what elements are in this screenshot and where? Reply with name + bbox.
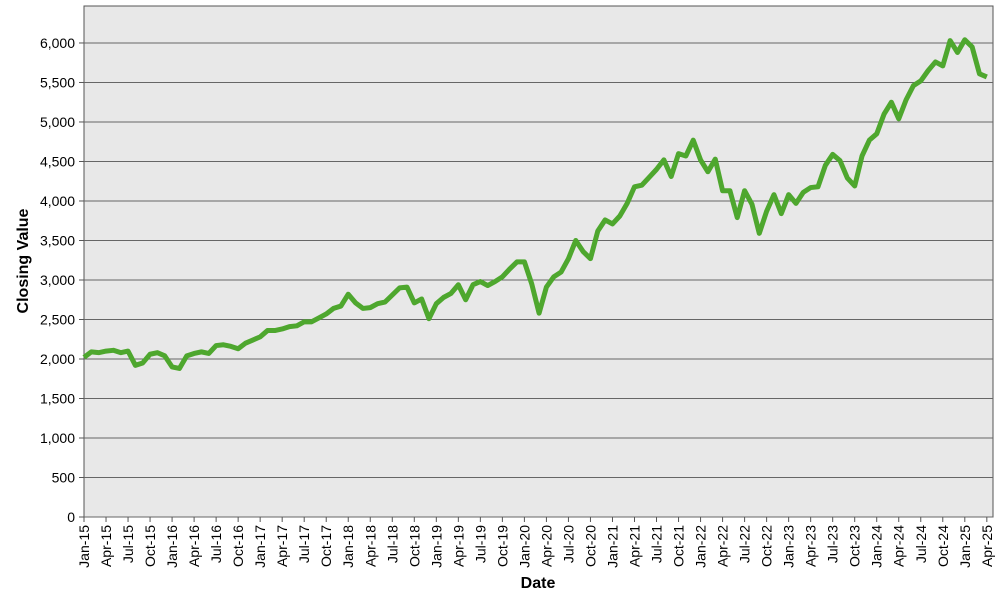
x-tick-label: Jul-19 [472,525,488,563]
line-series [82,37,988,371]
x-tick-label: Apr-24 [891,525,907,567]
y-axis-title: Closing Value [15,208,32,313]
y-tick-label: 500 [52,469,76,485]
y-tick-label: 2,000 [40,351,75,367]
y-tick-label: 3,500 [40,232,75,248]
x-tick-label: Jan-23 [781,525,797,568]
y-tick-label: 3,000 [40,272,75,288]
y-tick-label: 2,500 [40,311,75,327]
x-tick-label: Apr-23 [803,525,819,567]
x-tick-label: Jul-18 [384,525,400,563]
x-tick-label: Apr-17 [274,525,290,567]
x-tick-label: Jul-20 [560,525,576,563]
y-tick-label: 5,500 [40,74,75,90]
x-tick-label: Oct-21 [671,525,687,567]
y-tick-label: 5,000 [40,114,75,130]
x-tick-label: Jan-24 [869,525,885,568]
x-tick-label: Oct-22 [759,525,775,567]
x-tick-label: Jan-18 [340,525,356,568]
plot-area [83,5,994,518]
y-tick-label: 4,000 [40,193,75,209]
x-tick-label: Apr-16 [186,525,202,567]
x-tick-label: Jan-22 [693,525,709,568]
x-tick-label: Jul-17 [296,525,312,563]
x-tick-label: Oct-15 [142,525,158,567]
x-tick-label: Oct-17 [318,525,334,567]
x-tick-label: Oct-20 [582,525,598,567]
x-tick-label: Jan-16 [164,525,180,568]
x-tick-label: Oct-19 [494,525,510,567]
x-tick-label: Oct-16 [230,525,246,567]
x-tick-label: Jan-20 [516,525,532,568]
x-tick-label: Apr-18 [362,525,378,567]
y-tick-label: 4,500 [40,153,75,169]
x-tick-label: Jul-24 [913,525,929,563]
x-tick-label: Oct-18 [406,525,422,567]
x-tick-label: Jul-15 [120,525,136,563]
x-tick-label: Apr-25 [979,525,995,567]
y-tick-label: 1,500 [40,390,75,406]
x-tick-label: Oct-24 [935,525,951,567]
x-tick-label: Jan-21 [604,525,620,568]
x-tick-label: Apr-20 [538,525,554,567]
y-tick-label: 6,000 [40,35,75,51]
x-tick-label: Jan-15 [76,525,92,568]
y-tick-label: 1,000 [40,430,75,446]
x-tick-label: Oct-23 [847,525,863,567]
x-tick-label: Jan-25 [957,525,973,568]
x-tick-label: Apr-22 [715,525,731,567]
x-tick-label: Jul-21 [649,525,665,563]
x-tick-label: Apr-21 [627,525,643,567]
x-tick-label: Apr-19 [450,525,466,567]
x-tick-label: Jan-17 [252,525,268,568]
x-tick-label: Jan-19 [428,525,444,568]
x-tick-label: Jul-23 [825,525,841,563]
x-tick-label: Jul-16 [208,525,224,563]
x-tick-label: Jul-22 [737,525,753,563]
x-axis-title: Date [521,575,556,592]
y-tick-label: 0 [67,509,75,525]
x-tick-label: Apr-15 [98,525,114,567]
